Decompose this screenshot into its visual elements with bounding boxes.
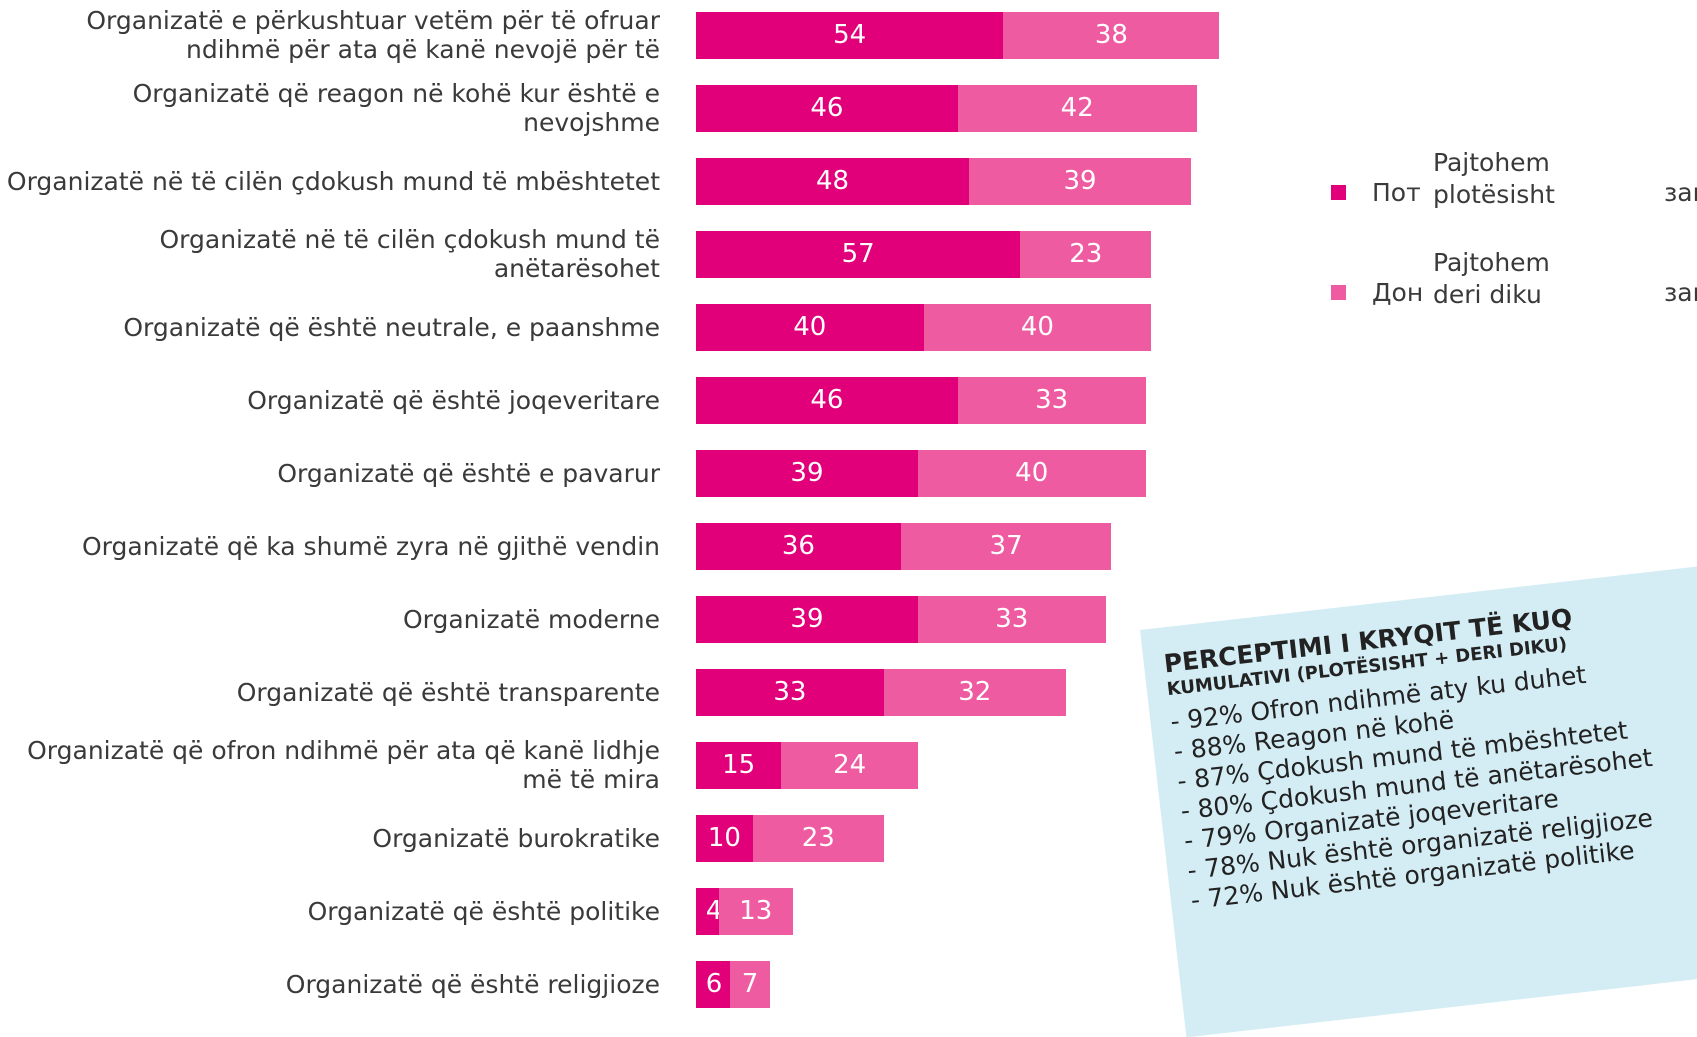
value-label: 36 bbox=[781, 530, 815, 561]
value-label: 23 bbox=[1069, 238, 1103, 269]
value-label: 37 bbox=[989, 530, 1023, 561]
legend-swatch bbox=[1331, 185, 1346, 200]
category-label: Organizatë që është politike bbox=[307, 896, 660, 926]
category-label: Organizatë që është neutrale, e paanshme bbox=[123, 312, 660, 342]
bar-segment bbox=[696, 960, 731, 1008]
value-label: 40 bbox=[1015, 457, 1049, 488]
category-label: Organizatë që është transparente bbox=[236, 677, 660, 707]
callout-box: PERCEPTIMI I KRYQIT TË KUQ KUMULATIVI (P… bbox=[1140, 557, 1697, 1037]
value-label: 4 bbox=[705, 895, 723, 926]
bar-segment bbox=[696, 303, 924, 351]
value-label: 33 bbox=[995, 603, 1029, 634]
legend-fragment: зам bbox=[1664, 178, 1697, 207]
value-label: 46 bbox=[810, 92, 844, 123]
bar-segment bbox=[1020, 230, 1152, 278]
bar-segment bbox=[696, 887, 719, 935]
value-label: 40 bbox=[1020, 311, 1054, 342]
bar-segment bbox=[696, 449, 918, 497]
bar-segment bbox=[917, 595, 1106, 643]
value-label: 33 bbox=[1035, 384, 1069, 415]
bar-segment bbox=[696, 741, 782, 789]
bar-segment bbox=[957, 84, 1197, 132]
bar-segment bbox=[900, 522, 1112, 570]
value-label: 10 bbox=[707, 822, 741, 853]
category-label: Organizatë e përkushtuar vetëm për të of… bbox=[86, 6, 660, 64]
bar-segment bbox=[1003, 11, 1220, 59]
bar-segment bbox=[696, 376, 958, 424]
legend-fragment: Дон bbox=[1372, 278, 1424, 307]
category-label: Organizatë që është joqeveritare bbox=[247, 385, 660, 415]
value-label: 33 bbox=[773, 676, 807, 707]
bar-segment bbox=[730, 960, 770, 1008]
category-label: Organizatë që reagon në kohë kur është e… bbox=[132, 79, 660, 137]
value-label: 23 bbox=[801, 822, 835, 853]
value-label: 24 bbox=[833, 749, 867, 780]
bar-segment bbox=[718, 887, 793, 935]
value-label: 54 bbox=[833, 19, 867, 50]
bar-segment bbox=[917, 449, 1146, 497]
bar-segment bbox=[781, 741, 918, 789]
category-label: Organizatë që ofron ndihmë për ata që ka… bbox=[27, 736, 660, 794]
legend-fragment: Пот bbox=[1372, 178, 1421, 207]
value-label: 57 bbox=[841, 238, 875, 269]
category-label: Organizatë moderne bbox=[402, 604, 660, 634]
category-label: Organizatë në të cilën çdokush mund të a… bbox=[159, 225, 660, 283]
value-label: 39 bbox=[790, 603, 824, 634]
value-label: 46 bbox=[810, 384, 844, 415]
bar-segment bbox=[696, 522, 901, 570]
value-label: 42 bbox=[1060, 92, 1094, 123]
legend-label: Pajtohem deri diku bbox=[1433, 247, 1563, 311]
legend-swatch bbox=[1331, 285, 1346, 300]
legend-label: Pajtohem plotësisht bbox=[1433, 147, 1563, 211]
value-label: 15 bbox=[722, 749, 756, 780]
bar-segment bbox=[696, 668, 884, 716]
bar-segment bbox=[696, 230, 1021, 278]
bar-segment bbox=[752, 814, 884, 862]
value-label: 48 bbox=[816, 165, 850, 196]
category-label: Organizatë burokratike bbox=[372, 823, 660, 853]
value-label: 39 bbox=[790, 457, 824, 488]
category-label: Organizatë që është religjioze bbox=[285, 969, 660, 999]
bar-segment bbox=[969, 157, 1192, 205]
bar-segment bbox=[696, 157, 970, 205]
bar-segment bbox=[696, 11, 1004, 59]
value-label: 38 bbox=[1094, 19, 1128, 50]
page: {"chart_data":{"type":"stacked-barh", "c… bbox=[6, 6, 1697, 1037]
category-label: Organizatë që ka shumë zyra në gjithë ve… bbox=[81, 531, 660, 561]
bar-segment bbox=[957, 376, 1146, 424]
bar-segment bbox=[696, 595, 918, 643]
bar-segment bbox=[923, 303, 1152, 351]
value-label: 32 bbox=[958, 676, 992, 707]
legend-fragment: зам bbox=[1664, 278, 1697, 307]
bar-segment bbox=[696, 84, 958, 132]
bar-segment bbox=[696, 814, 753, 862]
bar-segment bbox=[883, 668, 1066, 716]
category-label: Organizatë në të cilën çdokush mund të m… bbox=[6, 166, 660, 196]
value-label: 40 bbox=[793, 311, 827, 342]
value-label: 7 bbox=[741, 968, 759, 999]
value-label: 13 bbox=[739, 895, 773, 926]
category-label: Organizatë që është e pavarur bbox=[277, 458, 660, 488]
value-label: 6 bbox=[705, 968, 723, 999]
value-label: 39 bbox=[1063, 165, 1097, 196]
